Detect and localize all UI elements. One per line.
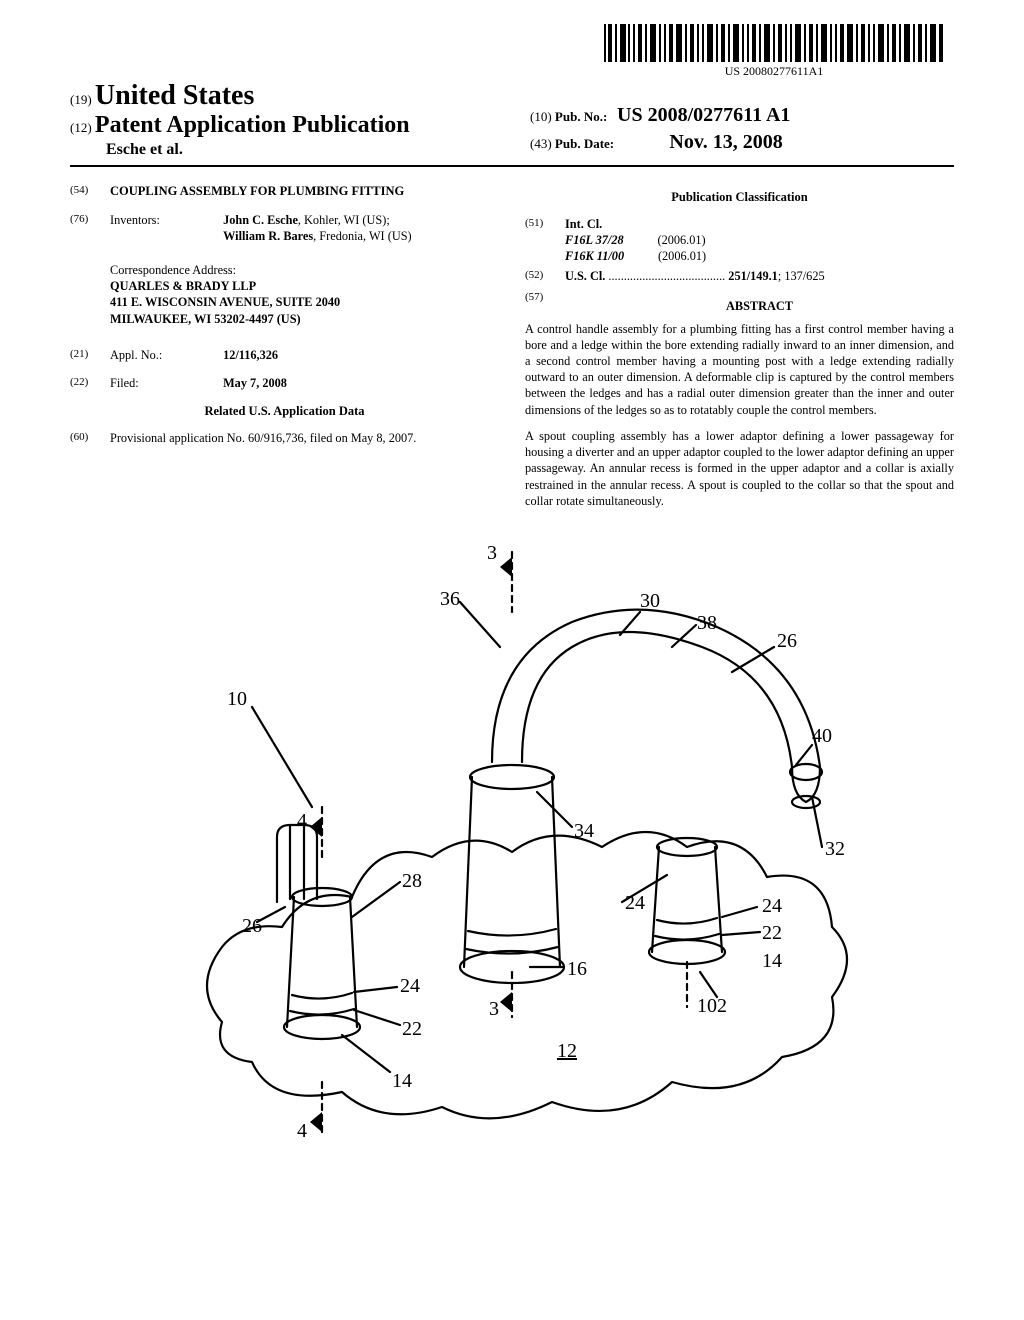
pubtype-code: (12)	[70, 120, 92, 135]
appl-code: (21)	[70, 347, 110, 363]
patent-figure: 3 36 30 38 26 10 40 32 34 4 28 26 24 24 …	[142, 527, 882, 1147]
svg-text:16: 16	[567, 958, 587, 980]
corr-2: 411 E. WISCONSIN AVENUE, SUITE 2040	[110, 295, 340, 309]
uscl-dots: ......................................	[605, 269, 728, 283]
left-column: (54) COUPLING ASSEMBLY FOR PLUMBING FITT…	[70, 183, 499, 519]
svg-text:14: 14	[392, 1070, 412, 1092]
appl-no: 12/116,326	[223, 348, 278, 362]
title-code: (54)	[70, 183, 110, 200]
svg-text:26: 26	[242, 915, 262, 937]
uscl-main: 251/149.1	[728, 269, 778, 283]
corr-label: Correspondence Address:	[110, 262, 499, 278]
class-head: Publication Classification	[525, 189, 954, 206]
filed-label: Filed:	[110, 375, 220, 391]
header-right: (10) Pub. No.: US 2008/0277611 A1 (43) P…	[530, 104, 790, 154]
svg-text:32: 32	[825, 838, 845, 860]
svg-text:30: 30	[640, 590, 660, 612]
svg-text:22: 22	[762, 922, 782, 944]
intcl-1-ver: (2006.01)	[657, 233, 705, 247]
pubno: US 2008/0277611 A1	[617, 104, 790, 126]
svg-text:3: 3	[487, 542, 497, 564]
abstract-p1: A control handle assembly for a plumbing…	[525, 321, 954, 418]
svg-text:34: 34	[574, 820, 594, 842]
corr-1: QUARLES & BRADY LLP	[110, 279, 256, 293]
inventor-2-loc: , Fredonia, WI (US)	[313, 229, 411, 243]
country-line: (19) United States	[70, 80, 954, 112]
svg-text:12: 12	[557, 1040, 577, 1062]
columns: (54) COUPLING ASSEMBLY FOR PLUMBING FITT…	[70, 183, 954, 519]
inventors-label: Inventors:	[110, 212, 220, 228]
pubno-code: (10)	[530, 109, 552, 124]
svg-text:22: 22	[402, 1018, 422, 1040]
uscl-label: U.S. Cl.	[565, 269, 605, 283]
intcl-code: (51)	[525, 216, 565, 265]
svg-text:40: 40	[812, 725, 832, 747]
country-code: (19)	[70, 92, 92, 107]
appl-label: Appl. No.:	[110, 347, 220, 363]
right-column: Publication Classification (51) Int. Cl.…	[525, 183, 954, 519]
svg-text:28: 28	[402, 870, 422, 892]
barcode	[604, 24, 944, 62]
title: COUPLING ASSEMBLY FOR PLUMBING FITTING	[110, 183, 499, 200]
inventor-2: William R. Bares	[223, 229, 313, 243]
uscl-rest: ; 137/625	[778, 269, 825, 283]
pubdate-line: (43) Pub. Date: Nov. 13, 2008	[530, 131, 790, 154]
abstract-code: (57)	[525, 290, 565, 320]
barcode-text: US 20080277611A1	[604, 64, 944, 79]
intcl-1: F16L 37/28	[565, 233, 624, 247]
inventor-1-loc: , Kohler, WI (US);	[298, 213, 390, 227]
svg-text:24: 24	[400, 975, 420, 997]
pubno-line: (10) Pub. No.: US 2008/0277611 A1	[530, 104, 790, 127]
svg-text:24: 24	[625, 892, 645, 914]
header: (19) United States (12) Patent Applicati…	[70, 80, 954, 167]
header-rule	[70, 165, 954, 167]
svg-text:38: 38	[697, 612, 717, 634]
svg-text:3: 3	[489, 998, 499, 1020]
svg-text:14: 14	[762, 950, 782, 972]
filed-date: May 7, 2008	[223, 376, 287, 390]
prov-code: (60)	[70, 430, 110, 446]
svg-text:10: 10	[227, 688, 247, 710]
intcl-2: F16K 11/00	[565, 249, 624, 263]
svg-text:4: 4	[297, 1120, 307, 1142]
prov-text: Provisional application No. 60/916,736, …	[110, 430, 499, 446]
barcode-block: US 20080277611A1	[604, 24, 944, 79]
inventor-1: John C. Esche	[223, 213, 298, 227]
svg-text:4: 4	[297, 810, 307, 832]
svg-text:36: 36	[440, 588, 460, 610]
related-head: Related U.S. Application Data	[70, 403, 499, 420]
pubno-label: Pub. No.:	[555, 109, 607, 124]
pubdate-label: Pub. Date:	[555, 136, 614, 151]
pubtype-line: (12) Patent Application Publication	[70, 112, 954, 139]
corr-3: MILWAUKEE, WI 53202-4497 (US)	[110, 312, 301, 326]
svg-text:102: 102	[697, 995, 727, 1017]
filed-code: (22)	[70, 375, 110, 391]
pubtype: Patent Application Publication	[95, 112, 410, 138]
uscl-code: (52)	[525, 268, 565, 284]
abstract-p2: A spout coupling assembly has a lower ad…	[525, 428, 954, 509]
svg-text:24: 24	[762, 895, 782, 917]
svg-text:26: 26	[777, 630, 797, 652]
country: United States	[95, 80, 254, 111]
abstract-head: ABSTRACT	[565, 298, 954, 314]
intcl-label: Int. Cl.	[565, 217, 602, 231]
inventors-code: (76)	[70, 212, 110, 244]
pubdate-code: (43)	[530, 136, 552, 151]
intcl-2-ver: (2006.01)	[658, 249, 706, 263]
pubdate: Nov. 13, 2008	[669, 131, 782, 153]
